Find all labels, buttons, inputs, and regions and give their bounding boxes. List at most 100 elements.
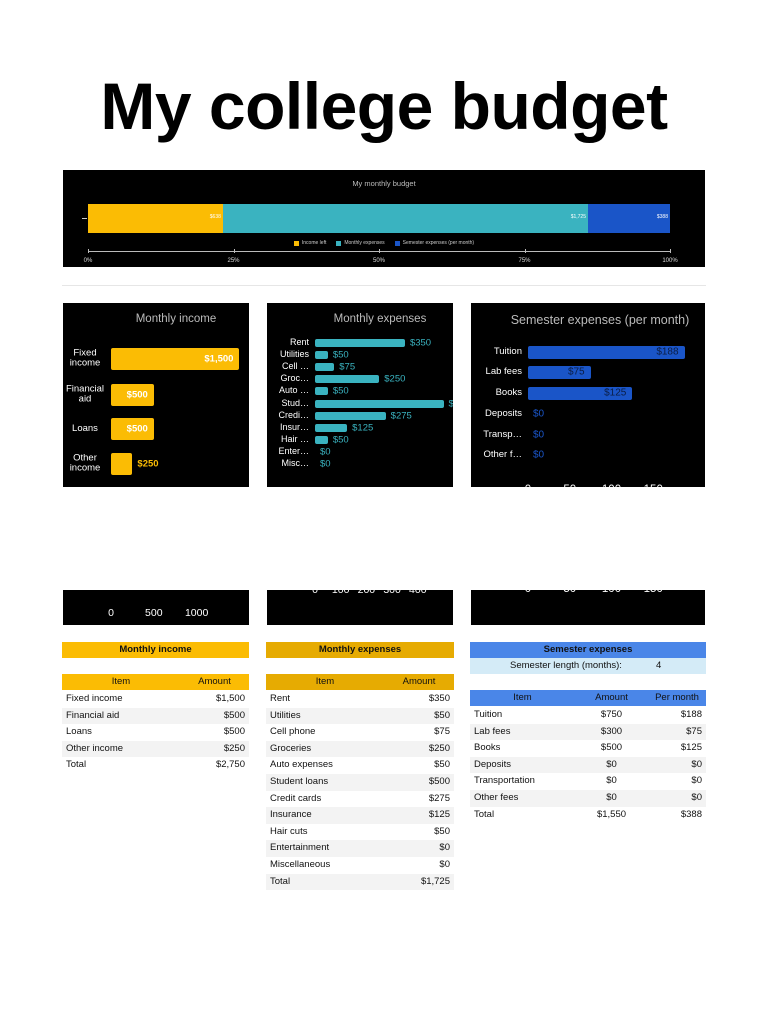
x-tick-label: 25% bbox=[227, 258, 240, 264]
table-cell: $388 bbox=[680, 808, 702, 820]
value-label: $500 bbox=[126, 423, 148, 435]
tick-mark bbox=[524, 249, 526, 253]
category-label: Hair … bbox=[280, 433, 309, 444]
value-label: $500 bbox=[126, 389, 148, 401]
category-label: Groc… bbox=[280, 373, 309, 384]
category-label: Auto … bbox=[278, 385, 309, 396]
category-label: Other income bbox=[69, 452, 101, 474]
x-tick-label: 100 bbox=[592, 484, 632, 487]
column-header: Amount bbox=[198, 676, 231, 687]
column-header: Item bbox=[111, 676, 131, 687]
bar bbox=[528, 386, 633, 400]
chart-title: Monthly income bbox=[135, 313, 217, 325]
column-header: Amount bbox=[402, 676, 436, 687]
table-cell: Tuition bbox=[474, 709, 503, 720]
category-label: Financial aid bbox=[65, 383, 105, 405]
x-tick-label: 500 bbox=[145, 607, 163, 619]
length-row bbox=[470, 658, 706, 674]
bar bbox=[315, 423, 348, 432]
category-label: Lab fees bbox=[485, 365, 522, 377]
x-tick-label: 100 bbox=[592, 590, 632, 595]
bar bbox=[111, 384, 154, 406]
x-tick-label: 300 bbox=[383, 590, 401, 596]
page-title: My college budget bbox=[100, 69, 668, 143]
header-row bbox=[266, 674, 454, 690]
header-row bbox=[62, 674, 249, 690]
x-tick-label: 100% bbox=[662, 258, 678, 264]
table-row bbox=[470, 740, 706, 757]
value-label: $350 bbox=[409, 337, 432, 349]
category-label: Misc… bbox=[281, 458, 310, 469]
category-label: Stud… bbox=[281, 397, 309, 408]
value-label: $125 bbox=[352, 422, 374, 434]
table-cell: $500 bbox=[428, 776, 450, 787]
table-cell: $75 bbox=[434, 726, 450, 738]
table-cell: $300 bbox=[600, 725, 623, 737]
category-label: Credi… bbox=[278, 409, 309, 420]
value-label: $50 bbox=[332, 385, 349, 397]
x-tick-label: 300 bbox=[372, 485, 412, 487]
x-tick-label: 150 bbox=[633, 590, 673, 595]
category-label: Tuition bbox=[493, 345, 522, 357]
x-tick-label: 50 bbox=[550, 590, 590, 595]
column-header: Item bbox=[315, 676, 335, 687]
table-cell: $275 bbox=[428, 792, 450, 804]
table-row bbox=[266, 707, 454, 725]
table-cell: $0 bbox=[606, 758, 617, 770]
x-tick-label: 0% bbox=[83, 258, 93, 264]
table-row bbox=[266, 807, 454, 824]
category-label: Cell … bbox=[281, 361, 309, 372]
table-cell: $750 bbox=[600, 709, 623, 720]
x-tick-label: 400 bbox=[398, 485, 438, 487]
bar bbox=[315, 339, 405, 347]
value-label: $1,500 bbox=[204, 353, 234, 365]
table-row bbox=[470, 790, 706, 807]
x-tick-label: 0 bbox=[295, 485, 335, 487]
table-cell: Total bbox=[270, 875, 291, 887]
category-label: Insur… bbox=[279, 421, 309, 432]
table-row bbox=[62, 707, 249, 725]
column-header: Item bbox=[513, 692, 532, 703]
table-cell: Utilities bbox=[270, 709, 301, 721]
chart-panel-continued: 0 100 200 300 400 bbox=[267, 590, 453, 625]
table-cell: $50 bbox=[434, 759, 450, 771]
x-tick-label: 0 bbox=[508, 484, 548, 487]
table-row bbox=[62, 757, 249, 774]
table-cell: $1,550 bbox=[596, 808, 627, 820]
x-tick-label: 200 bbox=[357, 590, 376, 596]
table-cell: $50 bbox=[434, 709, 450, 721]
x-tick-label: 75% bbox=[518, 258, 531, 264]
chart-title: Semester expenses (per month) bbox=[510, 313, 690, 327]
table-cell: $250 bbox=[223, 742, 245, 754]
table-cell: $1,725 bbox=[420, 875, 450, 887]
value-label: $50 bbox=[332, 434, 349, 446]
category-label: Books bbox=[495, 386, 522, 398]
tick-mark bbox=[233, 249, 235, 253]
chart-panel-continued: 0 500 1000 bbox=[63, 590, 249, 625]
table-cell: $250 bbox=[428, 742, 450, 754]
x-tick-label: 1000 bbox=[184, 607, 209, 619]
category-label: Transp… bbox=[483, 428, 522, 440]
table-row bbox=[266, 790, 454, 808]
table-cell: $1,500 bbox=[215, 693, 245, 704]
column-header: Amount bbox=[595, 692, 628, 703]
table-cell: Miscellaneous bbox=[270, 859, 331, 870]
table-cell: $0 bbox=[606, 775, 617, 787]
x-tick-label: 0 bbox=[312, 590, 318, 596]
legend-label: Monthly expenses bbox=[344, 240, 385, 246]
table-row bbox=[62, 724, 249, 741]
table-row bbox=[266, 774, 454, 791]
value-label: $50 bbox=[332, 349, 349, 361]
legend-swatch bbox=[394, 240, 400, 246]
bar-segment bbox=[222, 204, 588, 233]
header-row bbox=[470, 690, 706, 706]
value-label: $250 bbox=[384, 373, 406, 385]
divider bbox=[62, 285, 706, 286]
value-label: $0 bbox=[533, 429, 545, 441]
bar-segment bbox=[587, 204, 670, 233]
table-cell: $0 bbox=[439, 842, 450, 854]
x-tick-label: 100 bbox=[321, 485, 361, 487]
category-label: Enter… bbox=[278, 445, 309, 456]
table-cell: $125 bbox=[428, 809, 450, 821]
